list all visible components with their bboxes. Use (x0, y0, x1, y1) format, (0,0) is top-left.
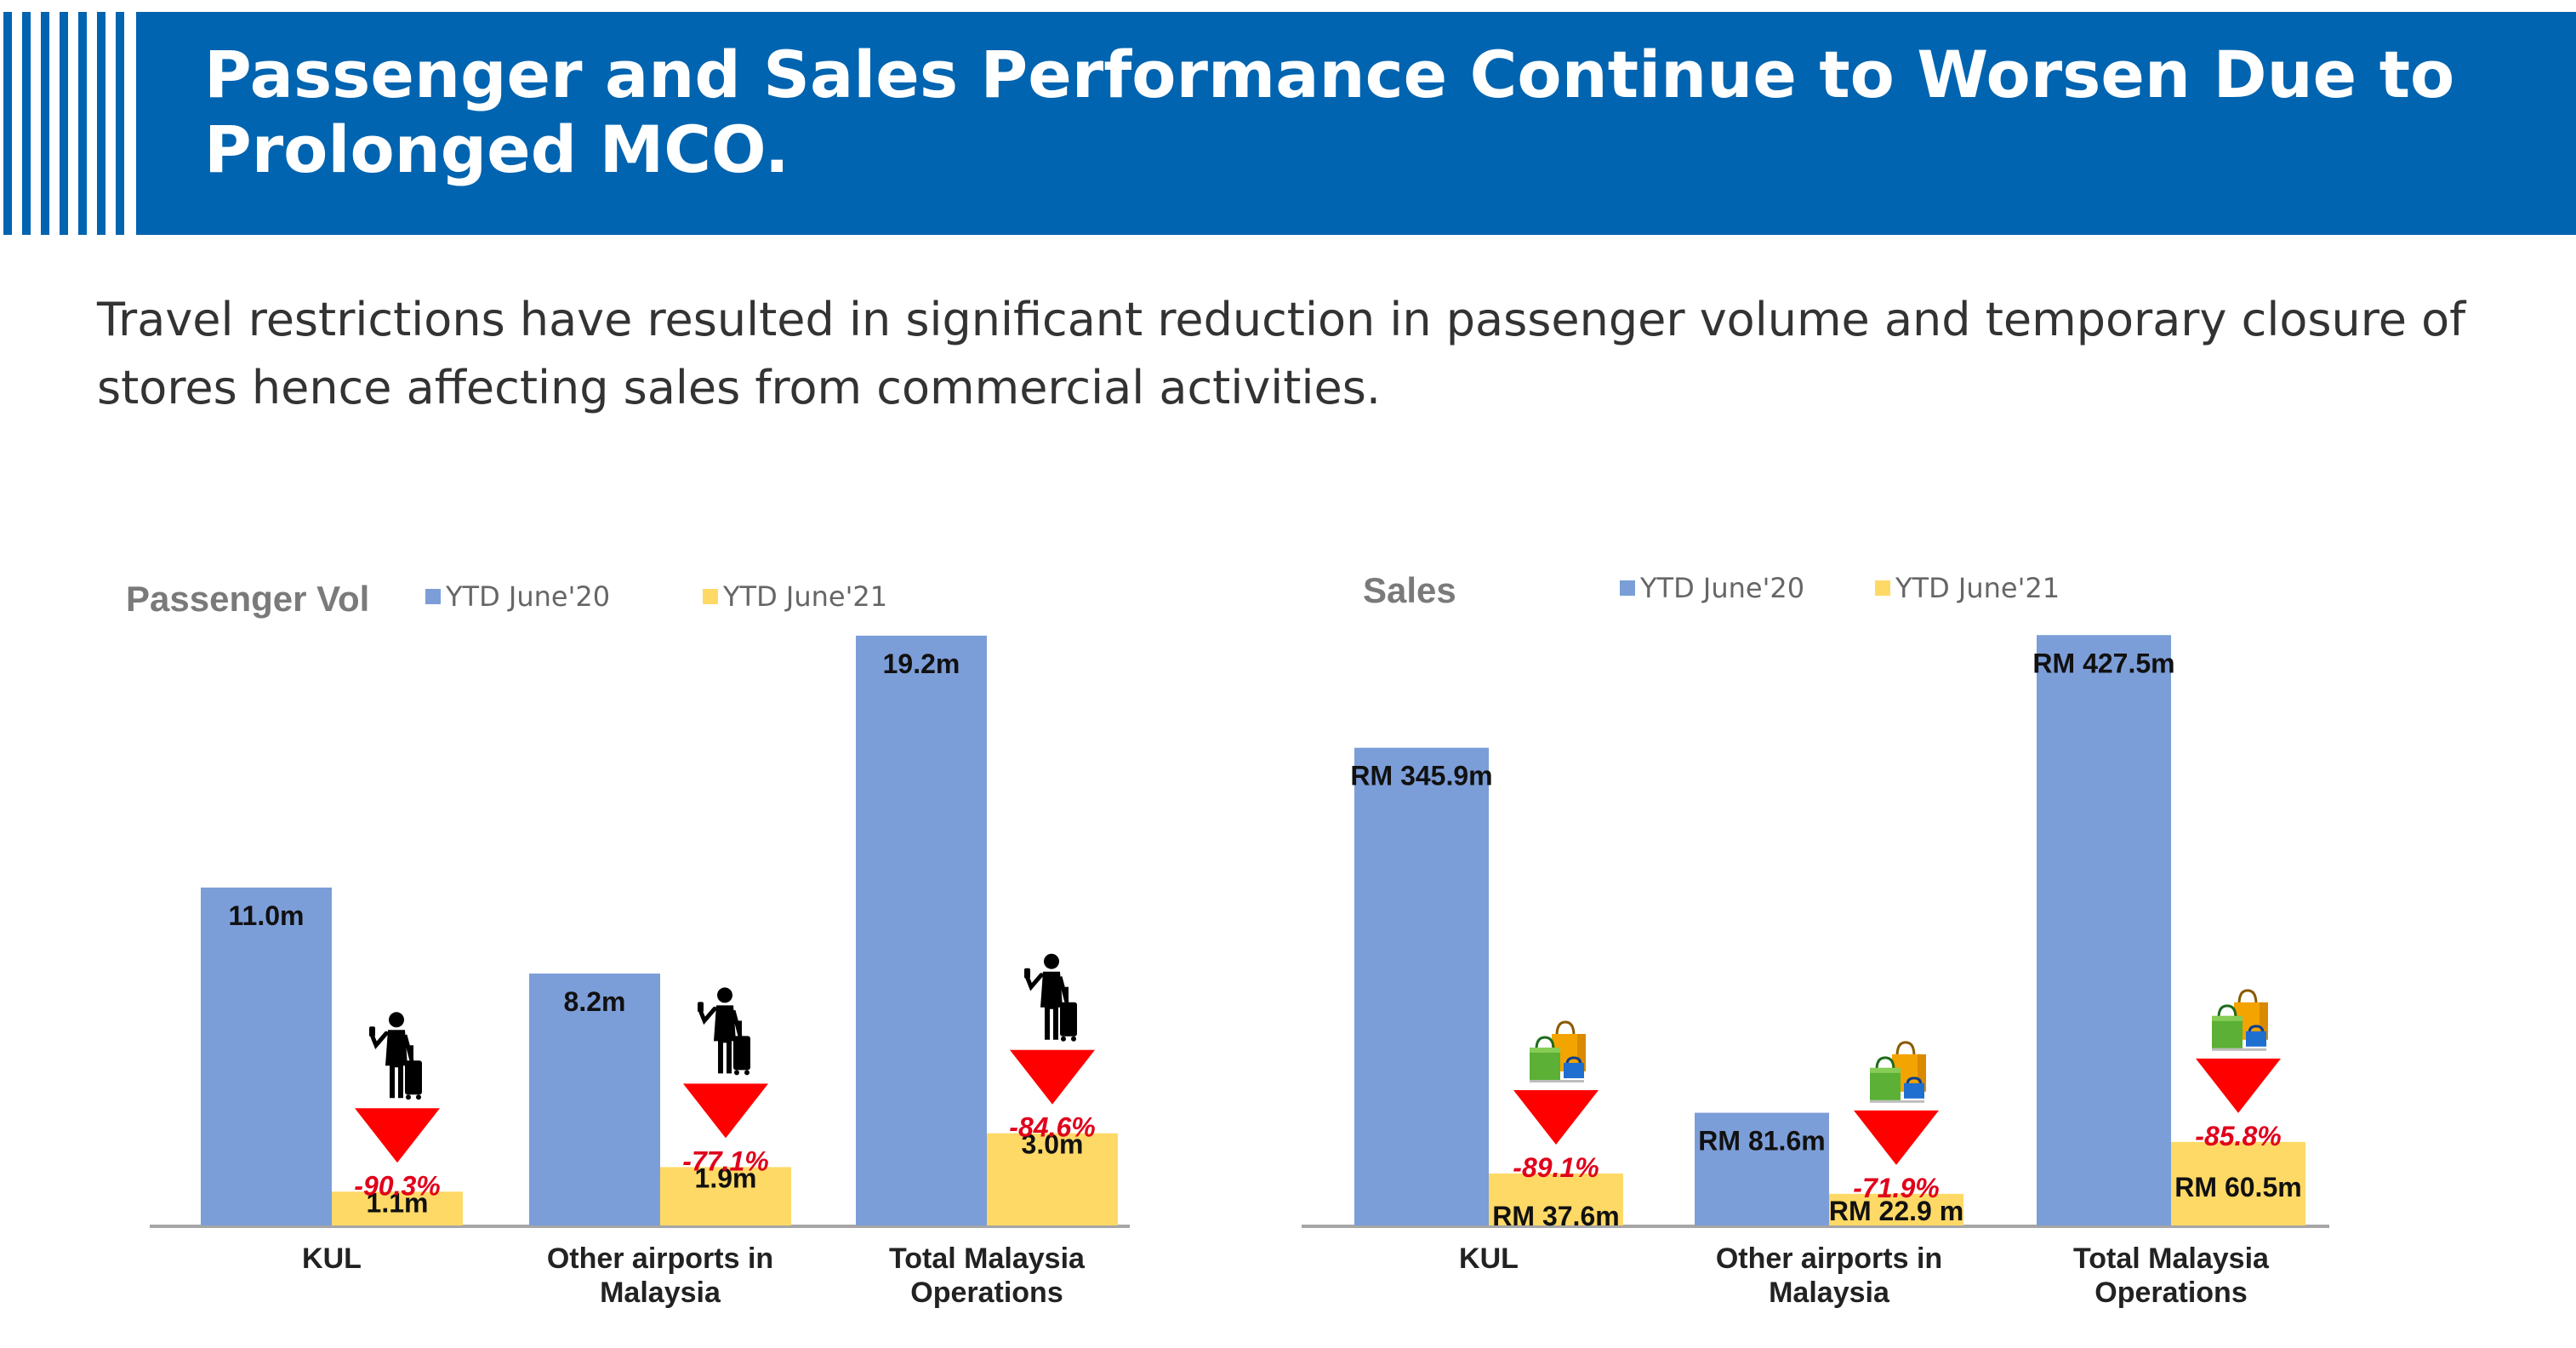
page-subtitle: Travel restrictions have resulted in sig… (97, 293, 2466, 414)
passenger-volume-chart: Passenger Vol YTD June'20 YTD June'21 11.0m… (0, 545, 1208, 1345)
shopping-bags-icon (1530, 1020, 1586, 1082)
percent-change-label: -84.6% (1009, 1112, 1095, 1143)
percent-change-label: -77.1% (682, 1145, 768, 1176)
bar-2021 (2171, 1141, 2305, 1225)
category-label: KUL (302, 1242, 362, 1275)
data-label-2020: RM 345.9m (1350, 761, 1492, 791)
legend-label: YTD June'20 (445, 580, 610, 613)
bar-2021 (332, 1191, 463, 1225)
title-banner: Passenger and Sales Performance Continue… (136, 12, 2576, 235)
category-label: Operations (2094, 1277, 2247, 1309)
decline-arrow (683, 1083, 768, 1139)
data-label-2021: 1.1m (367, 1187, 429, 1218)
data-label-2021: RM 60.5m (2174, 1172, 2301, 1202)
sales-chart-title: Sales (1363, 570, 1456, 610)
bar-2020 (2037, 635, 2171, 1225)
category-label: Malaysia (1769, 1277, 1890, 1309)
category-label: Other airports in (547, 1242, 773, 1275)
data-label-2020: RM 427.5m (2032, 648, 2174, 678)
shopping-bags-icon (1870, 1041, 1926, 1103)
data-label-2020: 8.2m (564, 986, 626, 1017)
decline-arrow (1513, 1089, 1599, 1145)
bar-2021 (1489, 1173, 1623, 1225)
data-label-2021: RM 37.6m (1492, 1201, 1619, 1231)
bar-2020 (1354, 747, 1489, 1225)
data-label-2021: 1.9m (695, 1162, 757, 1193)
bar-2020 (856, 635, 987, 1225)
data-label-2021: RM 22.9 m (1829, 1196, 1963, 1226)
data-label-2021: 3.0m (1022, 1129, 1084, 1160)
shopping-bags-icon (2212, 989, 2268, 1051)
category-label: Total Malaysia (889, 1242, 1086, 1275)
header-stripes (3, 12, 124, 235)
legend-swatch (425, 589, 441, 604)
decline-arrow (2196, 1058, 2281, 1113)
bar-2020 (201, 887, 332, 1225)
traveler-luggage-icon (369, 1012, 422, 1100)
category-label: Other airports in (1716, 1242, 1942, 1275)
bar-2021 (1829, 1193, 1963, 1225)
decline-arrow (1010, 1049, 1095, 1105)
traveler-luggage-icon (1024, 953, 1077, 1042)
decline-arrow (1854, 1110, 1939, 1165)
data-label-2020: 19.2m (883, 648, 960, 679)
percent-change-label: -89.1% (1513, 1152, 1599, 1183)
traveler-luggage-icon (698, 987, 750, 1076)
category-label: Operations (910, 1277, 1063, 1309)
legend-label: YTD June'20 (1639, 572, 1804, 604)
legend-swatch (703, 589, 718, 604)
decline-arrow (355, 1108, 440, 1163)
category-label: Total Malaysia (2073, 1242, 2270, 1275)
sales-chart: Sales YTD June'20 YTD June'21 RM 345.9m RM 3… (1259, 545, 2569, 1345)
category-label: KUL (1459, 1242, 1519, 1275)
legend-label: YTD June'21 (1895, 572, 2060, 604)
bar-2020 (529, 974, 660, 1225)
bar-2021 (660, 1167, 791, 1225)
legend-swatch (1620, 580, 1635, 596)
percent-change-label: -85.8% (2195, 1121, 2281, 1151)
legend-label: YTD June'21 (722, 580, 887, 613)
legend-swatch (1875, 580, 1890, 596)
bar-2020 (1695, 1112, 1829, 1225)
bar-2021 (987, 1133, 1118, 1225)
page-title: Passenger and Sales Performance Continue… (204, 37, 2455, 187)
passenger-chart-title: Passenger Vol (126, 579, 369, 619)
data-label-2020: RM 81.6m (1698, 1126, 1825, 1157)
data-label-2020: 11.0m (229, 900, 305, 931)
category-label: Malaysia (600, 1277, 721, 1309)
percent-change-label: -71.9% (1853, 1173, 1939, 1203)
percent-change-label: -90.3% (354, 1170, 440, 1201)
